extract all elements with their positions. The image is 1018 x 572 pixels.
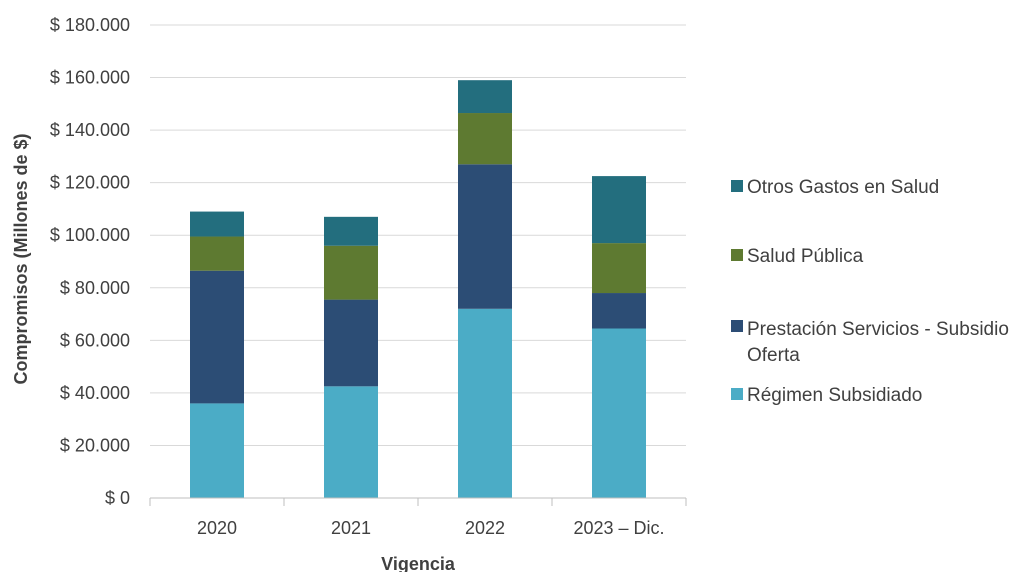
- bar-segment: [592, 176, 646, 244]
- legend-label: Prestación Servicios - Subsidio Oferta: [747, 319, 1009, 366]
- y-tick-label: $ 60.000: [60, 330, 130, 350]
- y-tick-label: $ 180.000: [50, 15, 130, 35]
- x-tick-labels: 2020 2021 2022 2023 – Dic.: [197, 518, 665, 538]
- axes: [149, 497, 687, 506]
- bar-segment: [458, 80, 512, 114]
- bar-segment: [592, 243, 646, 294]
- bar-segment: [592, 328, 646, 498]
- legend: Otros Gastos en Salud Salud Pública Presta…: [731, 177, 1009, 406]
- x-tick-label: 2022: [465, 518, 505, 538]
- y-tick-label: $ 120.000: [50, 173, 130, 193]
- bar-segment: [190, 403, 244, 498]
- y-axis-title: Compromisos (Millones de $): [11, 133, 31, 384]
- legend-label: Salud Pública: [747, 246, 864, 267]
- bar-segment: [190, 211, 244, 237]
- x-tick-label: 2023 – Dic.: [573, 518, 664, 538]
- legend-swatch: [731, 388, 743, 400]
- bar-segment: [458, 113, 512, 165]
- y-tick-label: $ 140.000: [50, 120, 130, 140]
- bar-segment: [458, 164, 512, 309]
- legend-swatch: [731, 180, 743, 192]
- bar-segment: [458, 308, 512, 498]
- legend-label: Régimen Subsidiado: [747, 385, 922, 406]
- y-tick-label: $ 20.000: [60, 435, 130, 455]
- y-tick-label: $ 160.000: [50, 68, 130, 88]
- y-tick-label: $ 100.000: [50, 225, 130, 245]
- bar-segment: [324, 216, 378, 246]
- y-tick-label: $ 40.000: [60, 383, 130, 403]
- x-axis-title: Vigencia: [381, 554, 456, 572]
- bars: [190, 80, 646, 498]
- legend-label: Otros Gastos en Salud: [747, 177, 939, 198]
- x-tick-label: 2020: [197, 518, 237, 538]
- bar-segment: [190, 236, 244, 271]
- legend-swatch: [731, 249, 743, 261]
- y-tick-label: $ 0: [105, 488, 130, 508]
- x-tick-label: 2021: [331, 518, 371, 538]
- y-tick-label: $ 80.000: [60, 278, 130, 298]
- bar-segment: [324, 299, 378, 387]
- bar-segment: [190, 270, 244, 404]
- bar-segment: [592, 293, 646, 329]
- y-tick-labels: $ 0 $ 20.000 $ 40.000 $ 60.000 $ 80.000 $ 100…: [50, 15, 130, 508]
- legend-swatch: [731, 320, 743, 332]
- bar-segment: [324, 386, 378, 498]
- bar-segment: [324, 245, 378, 300]
